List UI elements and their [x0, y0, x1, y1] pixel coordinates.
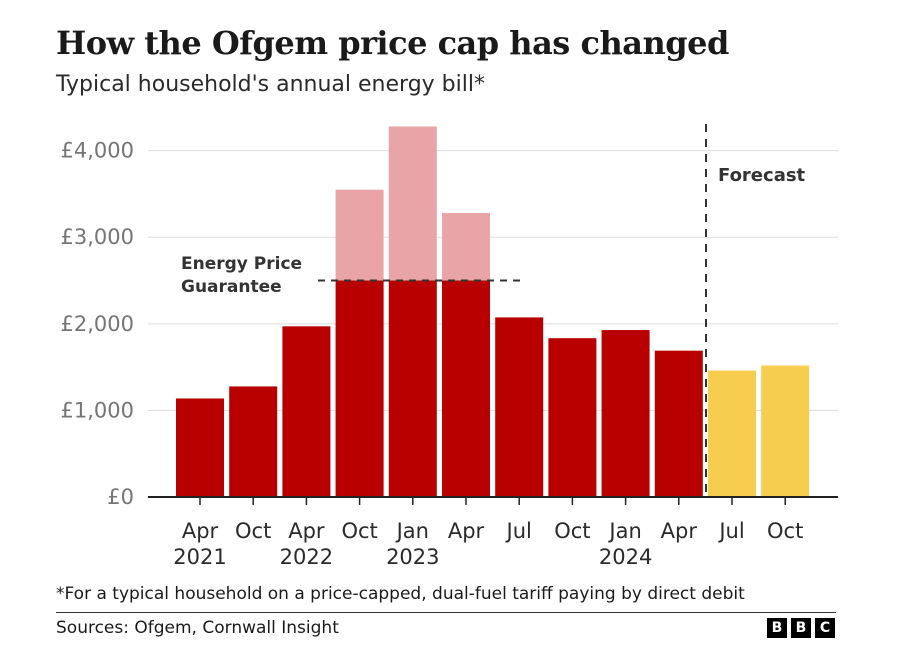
- x-tick-label: Oct: [554, 519, 590, 543]
- x-tick-label: Apr: [288, 519, 325, 543]
- forecast-label: Forecast: [718, 165, 806, 186]
- x-tick-label: Apr: [661, 519, 698, 543]
- bar: [548, 338, 597, 497]
- bar: [335, 280, 384, 497]
- bar-above-guarantee: [388, 126, 437, 281]
- x-tick-label: Oct: [341, 519, 377, 543]
- bar-above-guarantee: [335, 189, 384, 281]
- bar-forecast: [761, 365, 810, 497]
- bar: [388, 280, 437, 497]
- x-tick-label-year: 2024: [599, 545, 652, 569]
- bbc-logo-letter: B: [791, 618, 811, 638]
- guarantee-label: Guarantee: [181, 277, 282, 297]
- bar: [229, 386, 278, 497]
- bar: [601, 330, 650, 497]
- bbc-logo-letter: C: [815, 618, 835, 638]
- y-tick-label: £4,000: [61, 139, 134, 163]
- y-tick-label: £2,000: [61, 312, 134, 336]
- x-tick-label: Oct: [767, 519, 803, 543]
- bar: [654, 350, 703, 497]
- bar-above-guarantee: [442, 212, 490, 281]
- bar: [442, 280, 490, 497]
- source-text: Sources: Ofgem, Cornwall Insight: [56, 618, 339, 638]
- chart-subtitle: Typical household's annual energy bill*: [56, 72, 485, 97]
- x-tick-label: Jan: [607, 519, 641, 543]
- x-tick-label: Oct: [235, 519, 271, 543]
- footer-divider: [56, 612, 836, 613]
- y-tick-label: £3,000: [61, 225, 134, 249]
- x-tick-label: Jan: [395, 519, 429, 543]
- footnote: *For a typical household on a price-capp…: [56, 584, 745, 604]
- y-tick-label: £0: [107, 485, 134, 509]
- x-tick-label: Apr: [448, 519, 485, 543]
- x-tick-label-year: 2021: [173, 545, 226, 569]
- bar-forecast: [708, 370, 756, 497]
- guarantee-label: Energy Price: [181, 254, 302, 274]
- y-tick-label: £1,000: [61, 398, 134, 422]
- chart-title: How the Ofgem price cap has changed: [56, 24, 729, 62]
- x-tick-label-year: 2023: [386, 545, 439, 569]
- x-tick-label-year: 2022: [280, 545, 333, 569]
- bbc-logo-letter: B: [767, 618, 787, 638]
- x-tick-label: Jul: [505, 519, 532, 543]
- bbc-logo: B B C: [767, 618, 835, 638]
- bar: [282, 326, 331, 497]
- x-tick-label: Apr: [182, 519, 219, 543]
- x-tick-label: Jul: [717, 519, 744, 543]
- bar: [495, 317, 544, 497]
- bar: [176, 398, 224, 497]
